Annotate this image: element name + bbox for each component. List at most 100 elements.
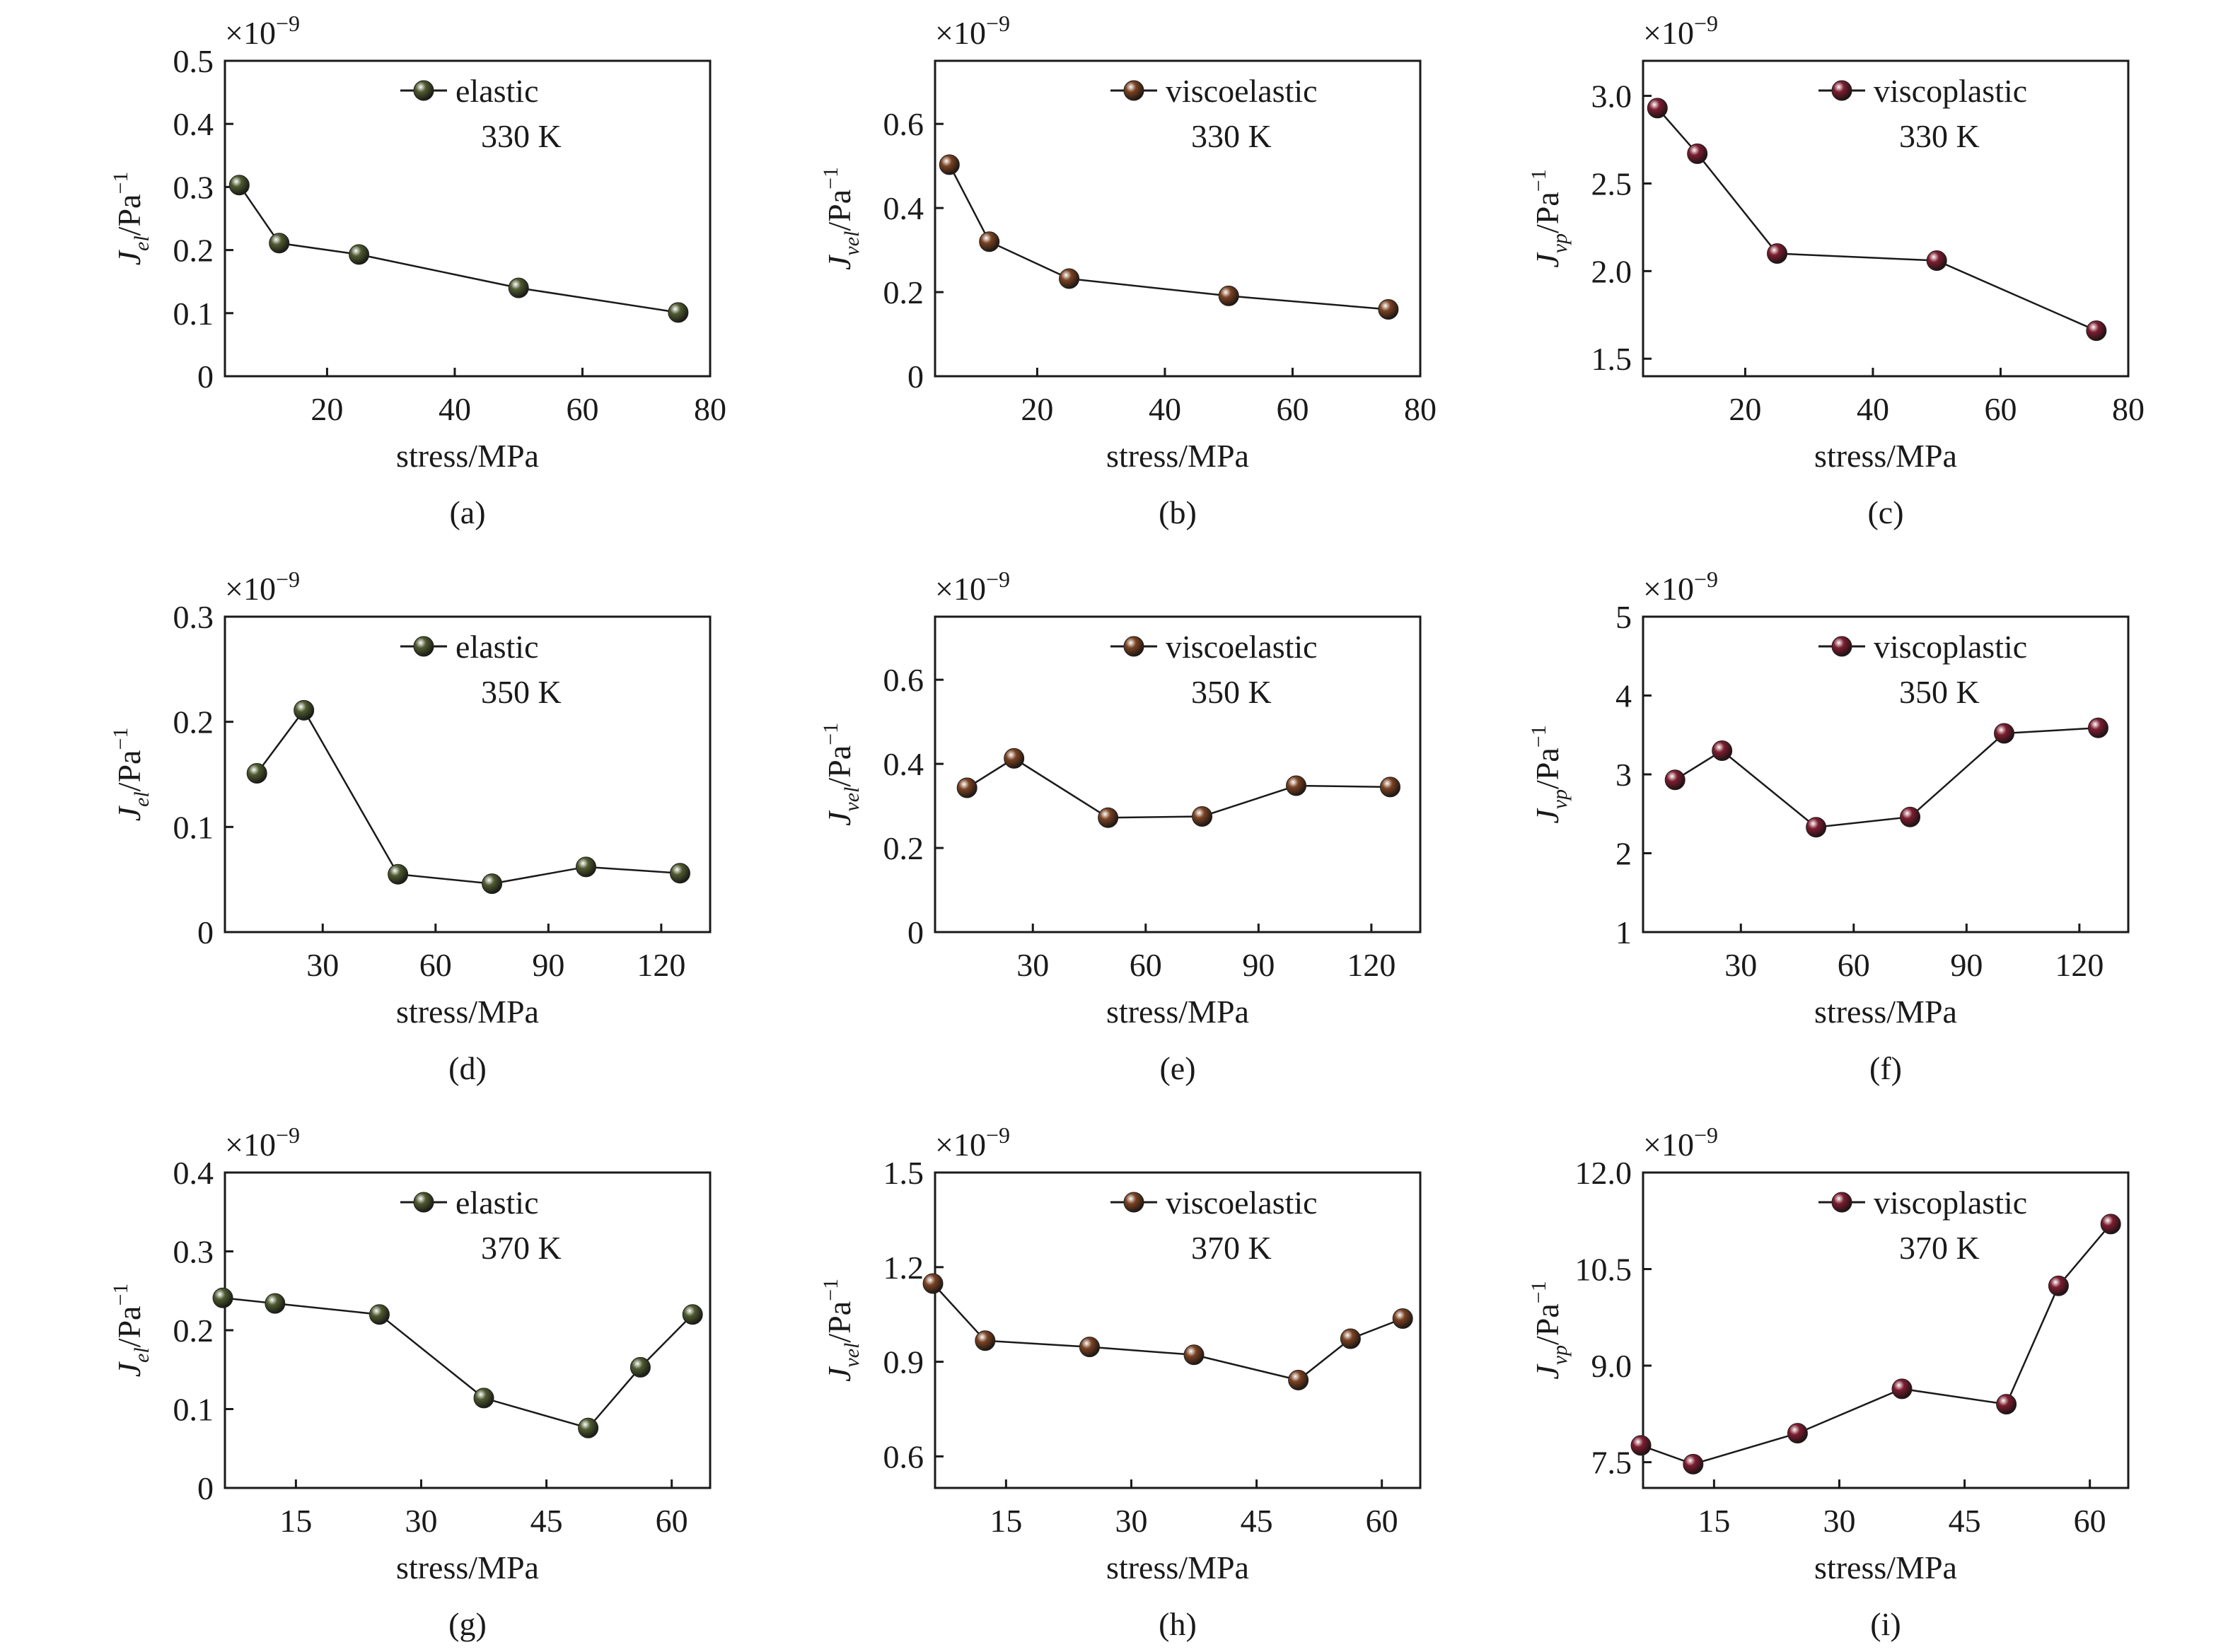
panel-label: (e) bbox=[1159, 1050, 1195, 1086]
panel-label: (a) bbox=[449, 494, 485, 530]
data-point bbox=[578, 1417, 599, 1438]
panel-g: 0 0.1 0.2 0.3 0.4 15 30 45 60 ×10−9 stress/MPa (g) J… bbox=[109, 1122, 712, 1642]
legend-marker bbox=[413, 636, 434, 657]
plot-frame bbox=[1642, 59, 2130, 378]
x-tick-label: 30 bbox=[1724, 947, 1757, 983]
panel-label: (d) bbox=[448, 1050, 487, 1086]
series-line-viscoelastic bbox=[948, 164, 1388, 310]
x-tick-label: 40 bbox=[1857, 391, 1889, 427]
data-point bbox=[1286, 775, 1307, 796]
data-point bbox=[1806, 817, 1827, 838]
y-tick-label: 10.5 bbox=[1575, 1252, 1632, 1288]
x-tick-label: 20 bbox=[1729, 391, 1761, 427]
y-multiplier: ×10−9 bbox=[1643, 566, 1718, 607]
x-tick-label: 20 bbox=[311, 391, 343, 427]
y-multiplier: ×10−9 bbox=[935, 566, 1010, 607]
legend-label: elastic bbox=[456, 73, 539, 109]
y-tick-label: 0.4 bbox=[173, 106, 214, 142]
x-tick-label: 30 bbox=[306, 947, 339, 983]
y-tick-label: 3 bbox=[1615, 757, 1632, 793]
data-point bbox=[975, 1330, 996, 1351]
y-tick-label: 0.3 bbox=[173, 169, 214, 205]
temperature-label: 330 K bbox=[1899, 118, 1980, 154]
data-point bbox=[1183, 1344, 1205, 1366]
y-axis-label: Jvp/Pa−1 bbox=[1527, 169, 1572, 267]
panel-label: (g) bbox=[448, 1606, 487, 1642]
data-point bbox=[369, 1304, 390, 1325]
y-axis-label: Jvp/Pa−1 bbox=[1527, 1281, 1572, 1379]
data-point bbox=[668, 302, 689, 323]
y-tick-label: 0.1 bbox=[173, 809, 214, 845]
x-tick-label: 30 bbox=[1115, 1503, 1147, 1539]
x-tick-label: 90 bbox=[1950, 947, 1983, 983]
y-tick-label: 0.3 bbox=[173, 1234, 214, 1270]
x-tick-label: 30 bbox=[1823, 1503, 1855, 1539]
y-tick-label: 4 bbox=[1615, 678, 1632, 714]
x-tick-label: 15 bbox=[279, 1503, 312, 1539]
plot-frame bbox=[934, 615, 1422, 933]
x-axis-label: stress/MPa bbox=[1106, 994, 1249, 1030]
data-point bbox=[1664, 769, 1685, 791]
x-tick-label: 120 bbox=[1347, 947, 1396, 983]
y-tick-label: 2.5 bbox=[1591, 165, 1632, 202]
legend-marker bbox=[1123, 636, 1144, 657]
y-tick-label: 1.2 bbox=[883, 1250, 924, 1286]
legend-marker bbox=[1123, 80, 1144, 101]
panel-label: (i) bbox=[1870, 1606, 1901, 1642]
y-axis-label: Jvel/Pa−1 bbox=[819, 1279, 864, 1382]
x-axis-label: stress/MPa bbox=[1814, 994, 1957, 1030]
x-tick-label: 120 bbox=[637, 947, 685, 983]
x-tick-label: 120 bbox=[2055, 947, 2104, 983]
data-point bbox=[1994, 723, 2015, 744]
x-tick-label: 15 bbox=[990, 1503, 1022, 1539]
y-axis-label: Jvel/Pa−1 bbox=[819, 167, 864, 270]
plot-frame bbox=[934, 59, 1422, 378]
plot-frame bbox=[224, 615, 712, 933]
temperature-label: 330 K bbox=[481, 118, 562, 154]
panel-label: (h) bbox=[1159, 1606, 1197, 1642]
y-tick-label: 1.5 bbox=[1591, 341, 1632, 377]
data-point bbox=[979, 231, 1000, 252]
data-point bbox=[294, 699, 315, 721]
legend-label: viscoplastic bbox=[1874, 1185, 2027, 1221]
y-tick-label: 0.9 bbox=[883, 1344, 924, 1380]
plot-frame bbox=[1642, 1171, 2130, 1489]
panel-e: 0 0.2 0.4 0.6 30 60 90 120 ×10−9 stress/MPa (e) Jve… bbox=[819, 566, 1422, 1086]
data-point bbox=[1687, 143, 1708, 164]
temperature-label: 350 K bbox=[1191, 674, 1272, 710]
y-tick-label: 0.6 bbox=[883, 106, 924, 142]
y-tick-label: 7.5 bbox=[1591, 1445, 1632, 1481]
data-point bbox=[349, 244, 370, 265]
data-point bbox=[473, 1388, 494, 1409]
legend-label: viscoplastic bbox=[1874, 629, 2027, 665]
y-tick-label: 5 bbox=[1615, 599, 1632, 635]
x-tick-label: 60 bbox=[1838, 947, 1870, 983]
data-point bbox=[2086, 320, 2107, 342]
y-axis-label: Jvel/Pa−1 bbox=[819, 723, 864, 826]
legend-label: viscoelastic bbox=[1166, 1185, 1318, 1221]
data-point bbox=[1192, 805, 1213, 827]
x-tick-label: 60 bbox=[2074, 1503, 2106, 1539]
y-tick-label: 0.1 bbox=[173, 1392, 214, 1428]
y-axis-label: Jel/Pa−1 bbox=[109, 1284, 153, 1378]
series-line-viscoelastic bbox=[932, 1283, 1403, 1381]
x-tick-label: 60 bbox=[1276, 391, 1309, 427]
data-point bbox=[1926, 250, 1947, 271]
series-line-viscoplastic bbox=[1674, 726, 2099, 829]
y-tick-label: 1 bbox=[1615, 914, 1632, 950]
data-point bbox=[1378, 298, 1399, 320]
x-tick-label: 30 bbox=[1016, 947, 1049, 983]
y-tick-label: 3.0 bbox=[1591, 78, 1632, 115]
temperature-label: 370 K bbox=[481, 1230, 562, 1266]
y-tick-label: 0.2 bbox=[173, 1313, 214, 1349]
panel-label: (f) bbox=[1869, 1050, 1902, 1086]
y-tick-label: 12.0 bbox=[1575, 1155, 1632, 1191]
y-tick-label: 2.0 bbox=[1591, 253, 1632, 289]
data-point bbox=[1098, 807, 1119, 828]
temperature-label: 350 K bbox=[481, 674, 562, 710]
x-tick-label: 45 bbox=[530, 1503, 563, 1539]
x-tick-label: 45 bbox=[1949, 1503, 1981, 1539]
legend-marker bbox=[1831, 80, 1852, 101]
y-tick-label: 0.2 bbox=[173, 233, 214, 269]
x-axis-label: stress/MPa bbox=[396, 438, 539, 474]
